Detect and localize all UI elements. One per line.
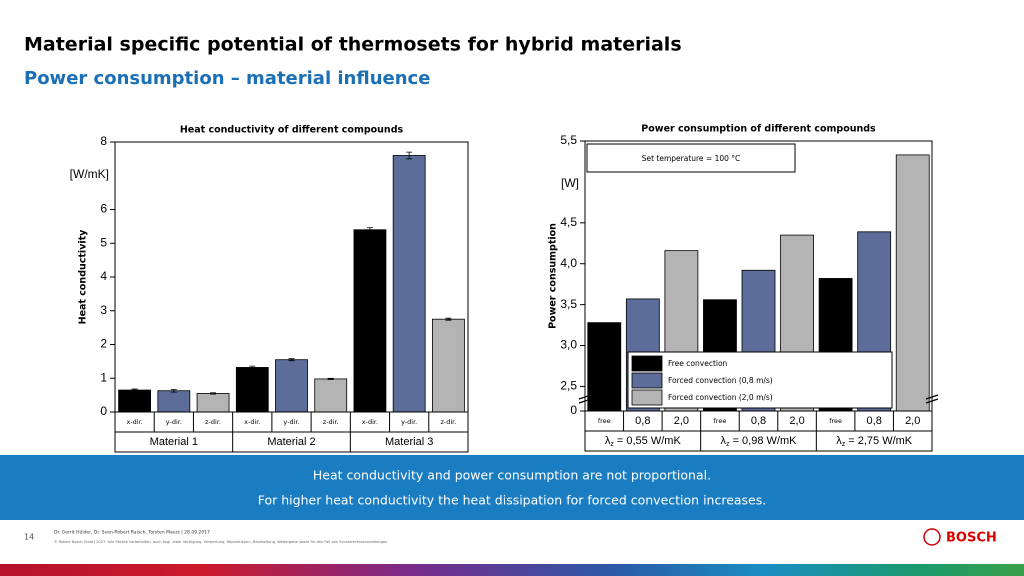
x-tick-label: y-dir.: [283, 418, 299, 426]
y-axis-label: Heat conductivity: [78, 229, 89, 325]
banner-line: For higher heat conductivity the heat di…: [258, 493, 766, 508]
group-label: Material 1: [150, 436, 198, 448]
legend-label: Free convection: [668, 359, 728, 368]
group-label: Material 3: [385, 436, 433, 448]
y-tick-label: 4,5: [560, 215, 577, 229]
y-tick-label: 2: [100, 337, 107, 351]
legend-swatch: [631, 372, 663, 389]
symbol: λ: [721, 435, 727, 447]
x-tick-label: z-dir.: [440, 418, 456, 426]
chart-title: Heat conductivity of different compounds: [180, 125, 404, 136]
bar: [196, 393, 230, 413]
x-tick-label: 0,8: [867, 415, 882, 427]
x-tick-label: 0,8: [635, 415, 650, 427]
axis-break: [578, 394, 592, 404]
x-tick-label: free: [598, 417, 611, 425]
error-bar: [445, 317, 452, 321]
authors: Dr. Gerrit Hülder, Dr. Sven-Robert Raisc…: [54, 530, 210, 536]
bar: [314, 378, 348, 413]
bar: [895, 154, 930, 412]
subscript: z: [726, 441, 730, 448]
y-tick-label: 5,5: [560, 133, 577, 147]
y-tick-label: 0: [100, 404, 107, 418]
x-tick-label: free: [829, 417, 842, 425]
y-tick-label: 3,0: [560, 338, 577, 352]
y-tick-label: 3,5: [560, 297, 577, 311]
x-tick-label: free: [714, 417, 727, 425]
y-unit: [W/mK]: [70, 167, 109, 181]
subscript: z: [610, 441, 614, 448]
legend-swatch: [631, 389, 663, 406]
bar: [235, 367, 269, 413]
error-bar: [366, 227, 373, 233]
copyright: © Robert Bosch GmbH 2017. Alle Rechte vo…: [54, 540, 388, 544]
error-bar: [170, 388, 177, 393]
group-label: λz = 2,75 W/mK: [836, 435, 913, 448]
banner: [0, 455, 1024, 520]
error-bar: [249, 365, 256, 370]
y-unit: [W]: [561, 176, 579, 190]
x-tick-label: y-dir.: [166, 418, 182, 426]
x-tick-label: 2,0: [905, 415, 920, 427]
group-text: = 2,75 W/mK: [845, 435, 913, 447]
slide-subtitle: Power consumption – material influence: [24, 68, 430, 89]
logo: BOSCH: [946, 531, 997, 546]
x-tick-label: x-dir.: [126, 418, 142, 426]
y-tick-label: 4,0: [560, 256, 577, 270]
page-number: 14: [24, 533, 34, 542]
bar: [431, 318, 465, 413]
symbol: λ: [836, 435, 842, 447]
x-tick-label: 0,8: [751, 415, 766, 427]
group-text: = 0,98 W/mK: [730, 435, 798, 447]
legend-label: Forced convection (0,8 m/s): [668, 376, 773, 385]
color-stripe: [0, 564, 1024, 576]
error-bar: [406, 151, 413, 160]
axis-break: [925, 394, 939, 404]
legend-label: Forced convection (2,0 m/s): [668, 393, 773, 402]
x-tick-label: 2,0: [674, 415, 689, 427]
group-label: λz = 0,98 W/mK: [721, 435, 798, 448]
annotation-box: [586, 143, 796, 173]
legend-swatch: [631, 355, 663, 372]
group-label: Material 2: [267, 436, 315, 448]
y-tick-label: 0: [570, 403, 577, 417]
bar: [392, 155, 426, 413]
logo-mark: [923, 528, 941, 546]
banner-line: Heat conductivity and power consumption …: [313, 468, 711, 483]
subscript: z: [842, 441, 846, 448]
x-tick-label: x-dir.: [362, 418, 378, 426]
chart-title: Power consumption of different compounds: [641, 124, 876, 135]
x-tick-label: x-dir.: [244, 418, 260, 426]
x-tick-label: 2,0: [789, 415, 804, 427]
bar: [157, 390, 191, 413]
y-tick-label: 5: [100, 235, 107, 249]
x-tick-label: z-dir.: [205, 418, 221, 426]
y-tick-label: 8: [100, 134, 107, 148]
bar: [275, 359, 308, 413]
error-bar: [288, 358, 295, 362]
error-bar: [210, 392, 217, 395]
x-tick-label: y-dir.: [401, 418, 417, 426]
bar: [353, 229, 387, 413]
y-tick-label: 6: [100, 202, 107, 216]
annotation: Set temperature = 100 °C: [642, 154, 741, 163]
y-tick-label: 4: [100, 269, 107, 283]
bar: [118, 389, 152, 413]
y-tick-label: 2,5: [560, 379, 577, 393]
error-bar: [327, 377, 334, 380]
legend-box: [627, 351, 893, 409]
slide-title: Material specific potential of thermoset…: [24, 34, 682, 56]
x-tick-label: z-dir.: [323, 418, 339, 426]
error-bar: [131, 388, 138, 392]
y-tick-label: 1: [100, 370, 107, 384]
bar: [587, 322, 622, 412]
y-axis-label: Power consumption: [548, 223, 559, 329]
group-label: λz = 0,55 W/mK: [605, 435, 682, 448]
symbol: λ: [605, 435, 611, 447]
group-text: = 0,55 W/mK: [614, 435, 682, 447]
y-tick-label: 3: [100, 303, 107, 317]
